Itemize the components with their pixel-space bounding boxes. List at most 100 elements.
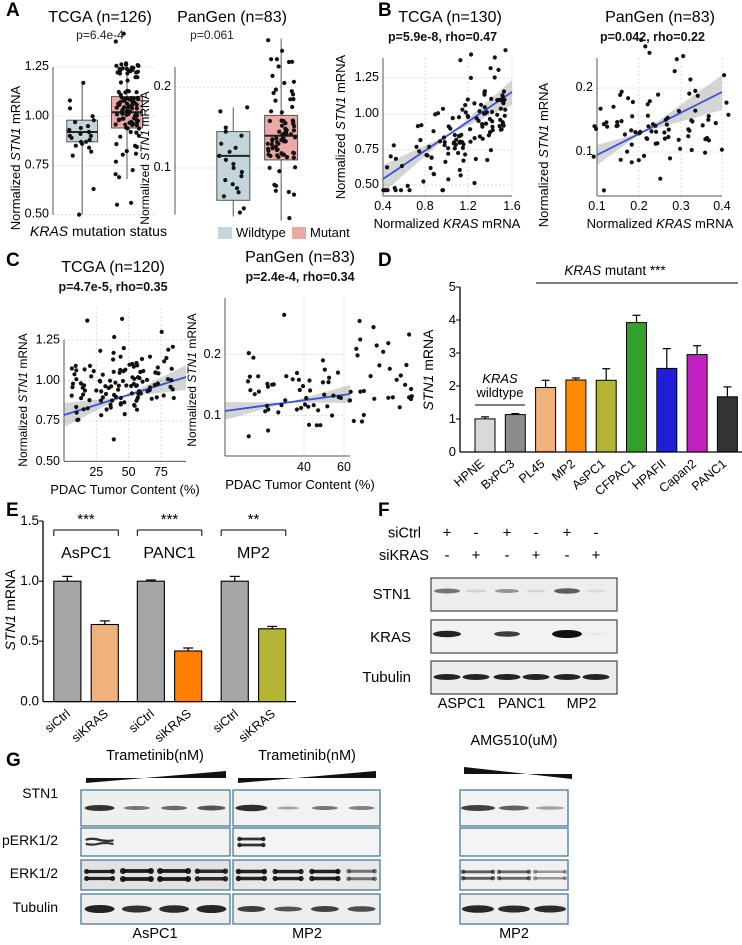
svg-text:Tubulin: Tubulin [13, 899, 58, 915]
svg-text:0.50: 0.50 [355, 177, 379, 191]
svg-text:TCGA (n=126): TCGA (n=126) [48, 9, 152, 26]
svg-text:+: + [472, 547, 481, 564]
svg-text:Tubulin: Tubulin [362, 669, 411, 686]
svg-text:TCGA (n=130): TCGA (n=130) [398, 9, 502, 26]
svg-text:KRAS: KRAS [482, 371, 518, 386]
svg-text:-: - [474, 525, 479, 542]
svg-text:0.0: 0.0 [20, 694, 39, 709]
svg-text:-: - [534, 525, 539, 542]
svg-text:1.0: 1.0 [20, 573, 39, 588]
svg-text:Normalized STN1 mRNA: Normalized STN1 mRNA [185, 313, 199, 446]
svg-text:0.75: 0.75 [25, 158, 49, 172]
svg-text:0.75: 0.75 [355, 142, 379, 156]
svg-text:ERK1/2: ERK1/2 [10, 865, 58, 881]
svg-text:3: 3 [449, 345, 456, 360]
svg-text:0.5: 0.5 [20, 633, 39, 648]
svg-text:1.00: 1.00 [25, 108, 49, 122]
svg-text:Wildtype: Wildtype [236, 225, 286, 240]
svg-text:***: *** [77, 511, 95, 528]
svg-text:0.1: 0.1 [576, 144, 593, 158]
svg-text:Mutant: Mutant [310, 225, 350, 240]
svg-text:AMG510(uM): AMG510(uM) [470, 733, 557, 749]
svg-text:+: + [532, 547, 541, 564]
svg-text:0.4: 0.4 [374, 199, 391, 213]
svg-text:Normalized STN1 mRNA: Normalized STN1 mRNA [138, 91, 152, 224]
svg-text:0.2: 0.2 [154, 79, 171, 93]
svg-text:-: - [445, 547, 450, 564]
svg-text:+: + [503, 525, 512, 542]
svg-text:1.00: 1.00 [36, 373, 60, 387]
svg-text:Normalized STN1 mRNA: Normalized STN1 mRNA [8, 85, 23, 230]
svg-text:PANC1: PANC1 [143, 545, 195, 562]
svg-text:***: *** [161, 511, 179, 528]
svg-text:Trametinib(nM): Trametinib(nM) [106, 748, 204, 764]
svg-text:+: + [563, 525, 572, 542]
svg-text:1.2: 1.2 [459, 199, 476, 213]
svg-text:MP2: MP2 [237, 545, 270, 562]
svg-text:Normalized KRAS mRNA: Normalized KRAS mRNA [587, 216, 734, 231]
svg-text:-: - [594, 525, 599, 542]
svg-text:Normalized STN1 mRNA: Normalized STN1 mRNA [536, 82, 551, 227]
svg-text:p=5.9e-8, rho=0.47: p=5.9e-8, rho=0.47 [388, 30, 497, 44]
svg-text:Normalized STN1 mRNA: Normalized STN1 mRNA [16, 333, 30, 466]
svg-text:wildtype: wildtype [476, 385, 524, 400]
svg-text:+: + [592, 547, 601, 564]
svg-text:0.2: 0.2 [630, 199, 647, 213]
svg-text:F: F [378, 500, 390, 521]
svg-text:PDAC Tumor Content (%): PDAC Tumor Content (%) [225, 477, 375, 492]
svg-text:p=0.061: p=0.061 [190, 28, 234, 42]
svg-text:ASPC1: ASPC1 [438, 696, 486, 712]
svg-text:0.2: 0.2 [204, 347, 221, 361]
svg-text:0.1: 0.1 [588, 199, 605, 213]
svg-text:E: E [6, 500, 19, 521]
svg-text:-: - [565, 547, 570, 564]
svg-text:1.25: 1.25 [36, 332, 60, 346]
svg-text:PANC1: PANC1 [498, 696, 545, 712]
svg-text:STN1 mRNA: STN1 mRNA [2, 569, 18, 651]
svg-text:siCtrl: siCtrl [388, 526, 421, 542]
svg-text:25: 25 [89, 465, 103, 479]
svg-text:AsPC1: AsPC1 [61, 545, 111, 562]
svg-text:p=4.7e-5, rho=0.35: p=4.7e-5, rho=0.35 [58, 280, 167, 294]
svg-text:0.50: 0.50 [36, 454, 60, 468]
svg-text:1.00: 1.00 [355, 106, 379, 120]
svg-text:D: D [378, 250, 392, 271]
svg-text:B: B [378, 0, 392, 21]
svg-text:1: 1 [449, 411, 456, 426]
svg-text:40: 40 [297, 460, 311, 474]
svg-text:75: 75 [154, 465, 168, 479]
svg-text:p=2.4e-4, rho=0.34: p=2.4e-4, rho=0.34 [245, 270, 354, 284]
svg-text:Normalized KRAS mRNA: Normalized KRAS mRNA [374, 216, 521, 231]
svg-text:1.6: 1.6 [503, 199, 520, 213]
svg-text:60: 60 [337, 460, 351, 474]
svg-text:50: 50 [122, 465, 136, 479]
svg-text:Normalized STN1 mRNA: Normalized STN1 mRNA [333, 54, 348, 199]
svg-text:PanGen (n=83): PanGen (n=83) [245, 249, 355, 266]
svg-text:AsPC1: AsPC1 [132, 926, 177, 942]
svg-text:0.3: 0.3 [672, 199, 689, 213]
svg-text:MP2: MP2 [499, 926, 529, 942]
svg-text:0.75: 0.75 [36, 413, 60, 427]
svg-text:PanGen (n=83): PanGen (n=83) [177, 9, 287, 26]
svg-text:+: + [443, 525, 452, 542]
svg-text:5: 5 [449, 279, 456, 294]
svg-text:0.4: 0.4 [713, 199, 730, 213]
svg-text:p=0.042, rho=0.22: p=0.042, rho=0.22 [600, 30, 705, 44]
svg-text:PDAC Tumor Content (%): PDAC Tumor Content (%) [50, 482, 200, 497]
svg-text:MP2: MP2 [567, 696, 597, 712]
svg-text:1.25: 1.25 [25, 59, 49, 73]
svg-text:4: 4 [449, 312, 456, 327]
svg-text:MP2: MP2 [292, 926, 322, 942]
svg-text:-: - [505, 547, 510, 564]
svg-text:G: G [6, 750, 21, 771]
svg-text:siKRAS: siKRAS [379, 548, 429, 564]
svg-text:A: A [6, 0, 20, 21]
svg-text:0.8: 0.8 [416, 199, 433, 213]
svg-text:TCGA (n=120): TCGA (n=120) [61, 259, 165, 276]
svg-text:PanGen (n=83): PanGen (n=83) [605, 9, 715, 26]
svg-text:**: ** [248, 511, 260, 528]
svg-text:Trametinib(nM): Trametinib(nM) [258, 748, 356, 764]
svg-text:0: 0 [449, 444, 456, 459]
svg-text:STN1: STN1 [22, 785, 58, 801]
svg-text:1.5: 1.5 [20, 513, 39, 528]
